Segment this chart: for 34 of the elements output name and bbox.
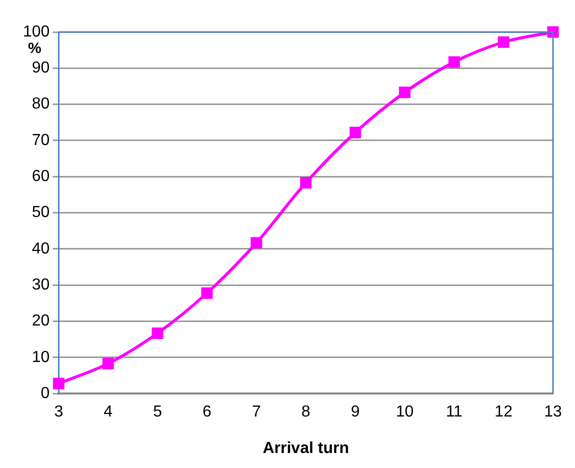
y-tick-label: 30	[32, 276, 50, 294]
y-tick-label: 70	[32, 132, 50, 149]
y-axis-title: %	[28, 40, 42, 57]
x-tick-label: 8	[301, 404, 310, 421]
point	[250, 237, 262, 249]
y-tick-label: 40	[32, 240, 50, 258]
point	[102, 358, 114, 370]
x-tick-label: 9	[350, 404, 360, 421]
x-tick-label: 6	[202, 404, 212, 421]
x-tick-label: 5	[153, 404, 162, 421]
x-tick-label: 12	[494, 404, 513, 421]
x-tick-label: 7	[252, 404, 261, 421]
y-tick-label: 60	[32, 168, 50, 186]
point	[350, 126, 362, 138]
y-tick-label: 90	[32, 60, 50, 77]
point	[300, 177, 312, 189]
point	[448, 56, 460, 68]
x-axis-title: Arrival turn	[262, 440, 349, 457]
point	[498, 36, 510, 48]
y-tick-label: 10	[32, 348, 50, 366]
x-tick-label: 3	[54, 404, 64, 421]
y-tick-label: 80	[32, 96, 50, 113]
y-tick-label: 50	[32, 204, 50, 222]
x-tick-label: 10	[396, 404, 414, 421]
point	[52, 378, 64, 390]
point	[152, 327, 164, 339]
point	[201, 287, 213, 299]
x-tick-label: 13	[544, 404, 562, 421]
point	[398, 86, 410, 98]
y-tick-label: 0	[40, 385, 50, 402]
y-tick-label: 100	[22, 23, 50, 40]
x-tick-label: 11	[446, 404, 463, 421]
y-tick-label: 20	[32, 312, 50, 330]
x-tick-label: 4	[104, 404, 113, 421]
